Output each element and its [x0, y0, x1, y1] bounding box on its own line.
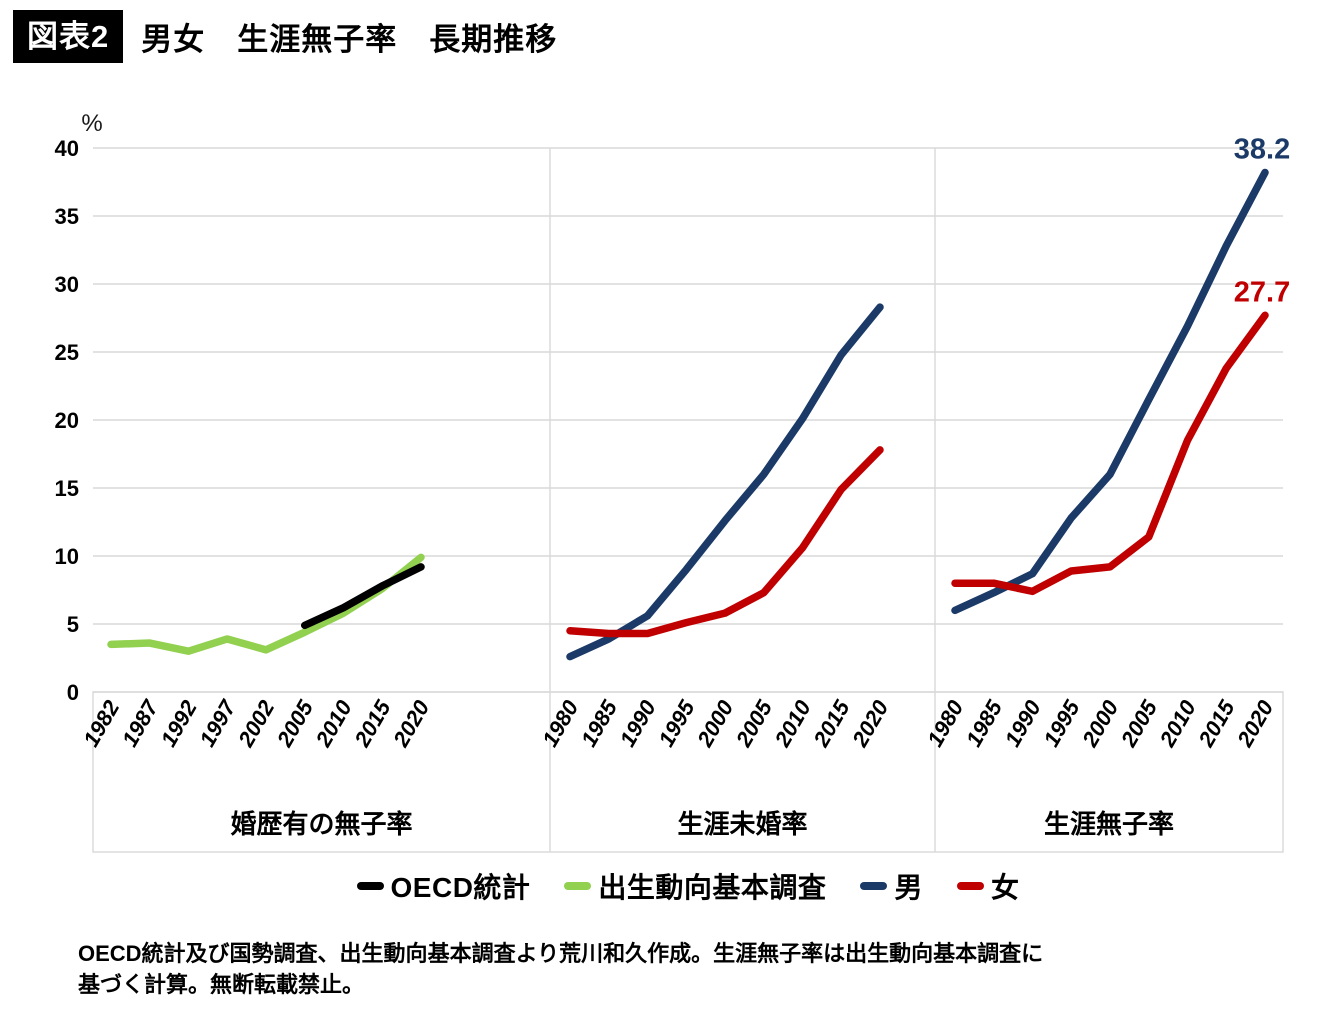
legend-item-male: 男: [860, 866, 923, 906]
x-tick-p1-1987: 1987: [117, 694, 164, 750]
x-tick-p1-2010: 2010: [310, 695, 357, 751]
source-note-line1: OECD統計及び国勢調査、出生動向基本調査より荒川和久作成。生涯無子率は出生動向…: [78, 941, 1044, 966]
series-line-p2-female: [566, 446, 884, 638]
series-line-p1-oecd: [301, 563, 425, 630]
panel-title-2: 生涯未婚率: [677, 809, 807, 839]
x-tick-p3-2020: 2020: [1232, 695, 1279, 751]
figure-badge: 図表2: [13, 10, 124, 64]
x-tick-p2-2005: 2005: [730, 695, 777, 751]
end-value-label-male: 38.2: [1234, 133, 1290, 165]
x-tick-p3-1980: 1980: [922, 695, 969, 751]
y-tick-10: 10: [55, 544, 79, 569]
x-tick-p3-2005: 2005: [1115, 695, 1162, 751]
legend: OECD統計 出生動向基本調査 男 女: [93, 860, 1283, 912]
legend-item-oecd: OECD統計: [356, 866, 531, 906]
axis-label-strip: [92, 691, 1284, 853]
series-line-p2-male: [566, 303, 884, 661]
legend-swatch-female: [956, 882, 984, 890]
y-axis-unit-label: %: [81, 110, 102, 137]
source-note-line2: 基づく計算。無断転載禁止。: [78, 972, 365, 997]
x-tick-p3-1990: 1990: [1000, 695, 1047, 751]
y-tick-0: 0: [67, 680, 79, 705]
x-tick-p2-2020: 2020: [847, 695, 894, 751]
end-value-label-female: 27.7: [1234, 276, 1290, 308]
y-tick-5: 5: [67, 612, 79, 637]
legend-swatch-oecd: [356, 882, 384, 890]
x-tick-p2-1985: 1985: [576, 695, 623, 751]
x-tick-p1-2015: 2015: [349, 695, 396, 751]
legend-item-female: 女: [956, 866, 1020, 906]
y-tick-30: 30: [55, 272, 79, 297]
x-tick-p2-1990: 1990: [615, 695, 662, 751]
x-tick-p2-2000: 2000: [692, 695, 739, 751]
x-tick-p1-1982: 1982: [78, 695, 125, 751]
legend-label-survey: 出生動向基本調査: [598, 872, 827, 903]
x-tick-p2-1980: 1980: [537, 695, 584, 751]
x-tick-p2-2010: 2010: [769, 695, 816, 751]
x-tick-p3-1995: 1995: [1038, 695, 1085, 751]
panel-title-1: 婚歴有の無子率: [230, 809, 412, 839]
legend-swatch-survey: [564, 882, 592, 890]
x-tick-p1-2002: 2002: [233, 695, 280, 751]
series-line-p1-survey: [107, 553, 425, 655]
x-tick-p3-1985: 1985: [961, 695, 1008, 751]
source-note: OECD統計及び国勢調査、出生動向基本調査より荒川和久作成。生涯無子率は出生動向…: [78, 938, 1278, 1000]
x-tick-p2-1995: 1995: [653, 695, 700, 751]
page-title: 男女 生涯無子率 長期推移: [141, 22, 558, 58]
legend-label-female: 女: [990, 872, 1020, 903]
x-tick-p1-1992: 1992: [156, 695, 203, 751]
panel-title-3: 生涯無子率: [1044, 809, 1174, 839]
x-tick-p3-2010: 2010: [1154, 695, 1201, 751]
x-tick-p2-2015: 2015: [808, 695, 855, 751]
series-line-p3-male: [951, 168, 1269, 615]
legend-item-survey: 出生動向基本調査: [564, 866, 826, 906]
legend-label-male: 男: [894, 872, 923, 903]
y-tick-40: 40: [55, 136, 79, 161]
x-tick-p1-1997: 1997: [194, 694, 241, 750]
legend-swatch-male: [860, 882, 888, 890]
y-tick-25: 25: [55, 340, 79, 365]
legend-label-oecd: OECD統計: [390, 872, 531, 903]
series-line-p3-female: [951, 311, 1269, 596]
x-tick-p3-2000: 2000: [1077, 695, 1124, 751]
y-tick-35: 35: [55, 204, 79, 229]
x-tick-p1-2005: 2005: [271, 695, 318, 751]
y-tick-15: 15: [55, 476, 79, 501]
chart-header: 図表2 男女 生涯無子率 長期推移: [13, 10, 558, 64]
x-tick-p1-2020: 2020: [388, 695, 435, 751]
x-tick-p3-2015: 2015: [1193, 695, 1240, 751]
y-tick-20: 20: [55, 408, 79, 433]
